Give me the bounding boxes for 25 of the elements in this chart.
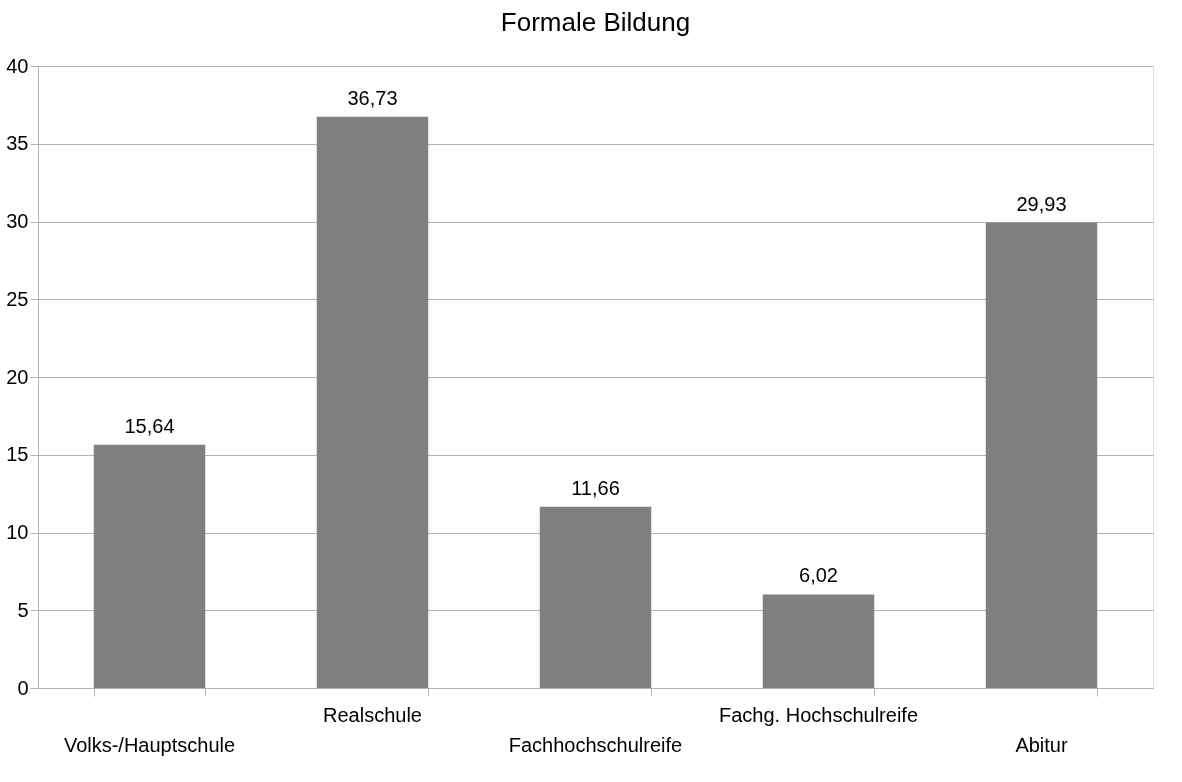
x-tick-label: Realschule — [323, 704, 422, 726]
data-label: 29,93 — [1016, 192, 1067, 215]
y-tick-label: 20 — [6, 365, 29, 388]
data-label: 11,66 — [571, 476, 620, 499]
x-tick-label: Fachg. Hochschulreife — [719, 704, 918, 726]
y-tick-label: 15 — [6, 443, 29, 466]
y-tick-label: 5 — [17, 598, 29, 621]
x-tick-label: Fachhochschulreife — [508, 734, 683, 756]
y-tick-label: 40 — [6, 54, 29, 77]
data-label: 6,02 — [799, 564, 838, 587]
chart-title: Formale Bildung — [500, 7, 691, 37]
bar — [985, 222, 1098, 688]
y-tick-label: 25 — [6, 287, 29, 310]
y-tick-label: 30 — [6, 210, 29, 232]
data-label: 15,64 — [124, 414, 175, 437]
bar — [539, 506, 652, 688]
bar — [93, 444, 206, 688]
y-tick-label: 10 — [6, 521, 29, 543]
y-tick-label: 35 — [6, 132, 29, 155]
x-tick-label: Abitur — [1015, 734, 1068, 756]
bar — [762, 594, 875, 688]
bar — [316, 116, 429, 688]
y-tick-label: 0 — [17, 676, 29, 699]
data-label: 36,73 — [347, 86, 398, 109]
x-tick-label: Volks-/Hauptschule — [63, 734, 236, 756]
